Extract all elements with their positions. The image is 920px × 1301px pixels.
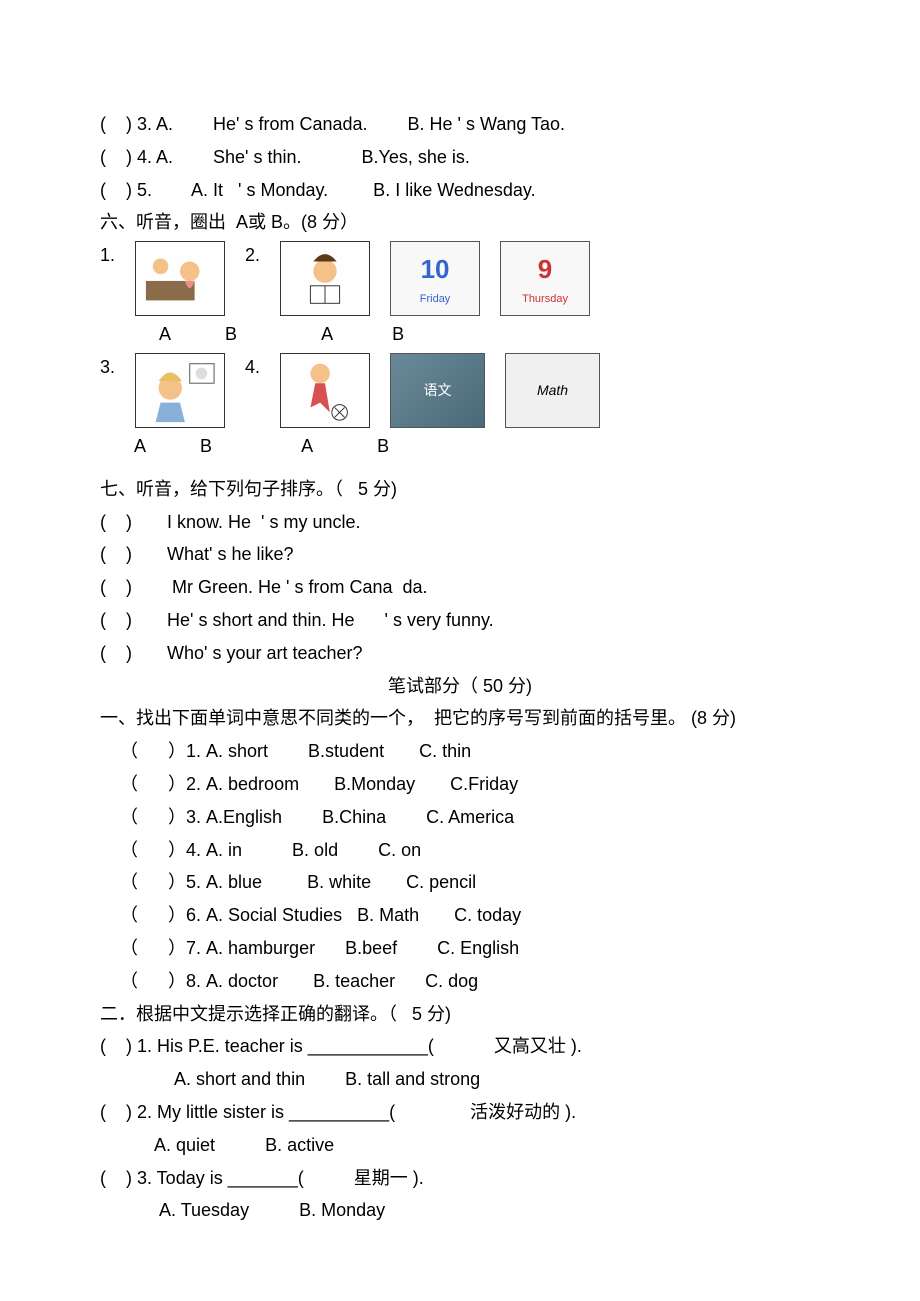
image-1a [135,241,225,316]
row1-labels: A B A B [100,320,820,349]
section-7-title: 七、听音，给下列句子排序。（ 5 分) [100,475,820,504]
w1-q6: （ ）6. A. Social Studies B. Math C. today [100,901,820,930]
w2-q3-options: A. Tuesday B. Monday [100,1196,820,1225]
calendar-day-friday: Friday [420,291,451,309]
w1-q4: （ ）4. A. in B. old C. on [100,836,820,865]
calendar-num-9: 9 [538,249,552,291]
question-3: ( ) 3. A. He' s from Canada. B. He ' s W… [100,110,820,139]
question-4: ( ) 4. A. She' s thin. B.Yes, she is. [100,143,820,172]
image-row-2: 3. 4. 语文 Math [100,353,820,428]
w1-q7: （ ）7. A. hamburger B.beef C. English [100,934,820,963]
calendar-day-thursday: Thursday [522,291,568,309]
item-number-3: 3. [100,353,115,382]
s7-line-2: ( ) What' s he like? [100,540,820,569]
w2-title: 二．根据中文提示选择正确的翻译。（ 5 分) [100,1000,820,1029]
image-1b [280,241,370,316]
s7-line-5: ( ) Who' s your art teacher? [100,639,820,668]
book-chinese-label: 语文 [424,379,452,401]
item-number-1: 1. [100,241,115,270]
w2-q1: ( ) 1. His P.E. teacher is ____________(… [100,1032,820,1061]
w1-q5: （ ）5. A. blue B. white C. pencil [100,868,820,897]
s7-line-3: ( ) Mr Green. He ' s from Cana da. [100,573,820,602]
w1-q3: （ ）3. A.English B.China C. America [100,803,820,832]
w1-title: 一、找出下面单词中意思不同类的一个， 把它的序号写到前面的括号里。 (8 分) [100,704,820,733]
image-3b [280,353,370,428]
w1-q8: （ ）8. A. doctor B. teacher C. dog [100,967,820,996]
w1-q1: （ ）1. A. short B.student C. thin [100,737,820,766]
w1-q2: （ ）2. A. bedroom B.Monday C.Friday [100,770,820,799]
row2-labels: A B A B [100,432,820,461]
written-section-title: 笔试部分（ 50 分) [100,672,820,701]
image-3a [135,353,225,428]
image-row-1: 1. 2. 10 Friday 9 Thursday [100,241,820,316]
book-math: Math [505,353,600,428]
calendar-friday: 10 Friday [390,241,480,316]
w2-q1-options: A. short and thin B. tall and strong [100,1065,820,1094]
item-number-2: 2. [245,241,260,270]
w2-q2: ( ) 2. My little sister is __________( 活… [100,1098,820,1127]
section-6-title: 六、听音，圈出 A或 B。(8 分） [100,208,820,237]
calendar-thursday: 9 Thursday [500,241,590,316]
book-chinese: 语文 [390,353,485,428]
w2-q2-options: A. quiet B. active [100,1131,820,1160]
w2-q3: ( ) 3. Today is _______( 星期一 ). [100,1164,820,1193]
s7-line-1: ( ) I know. He ' s my uncle. [100,508,820,537]
book-math-label: Math [537,379,568,401]
s7-line-4: ( ) He' s short and thin. He ' s very fu… [100,606,820,635]
calendar-num-10: 10 [421,249,450,291]
question-5: ( ) 5. A. It ' s Monday. B. I like Wedne… [100,176,820,205]
item-number-4: 4. [245,353,260,382]
